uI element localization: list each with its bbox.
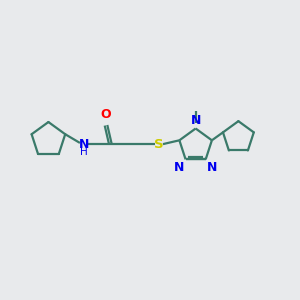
Text: S: S xyxy=(154,138,164,151)
Text: N: N xyxy=(207,161,217,174)
Text: H: H xyxy=(80,147,88,158)
Text: N: N xyxy=(174,161,184,174)
Text: O: O xyxy=(100,108,111,121)
Text: N: N xyxy=(79,138,89,151)
Text: N: N xyxy=(190,114,201,127)
